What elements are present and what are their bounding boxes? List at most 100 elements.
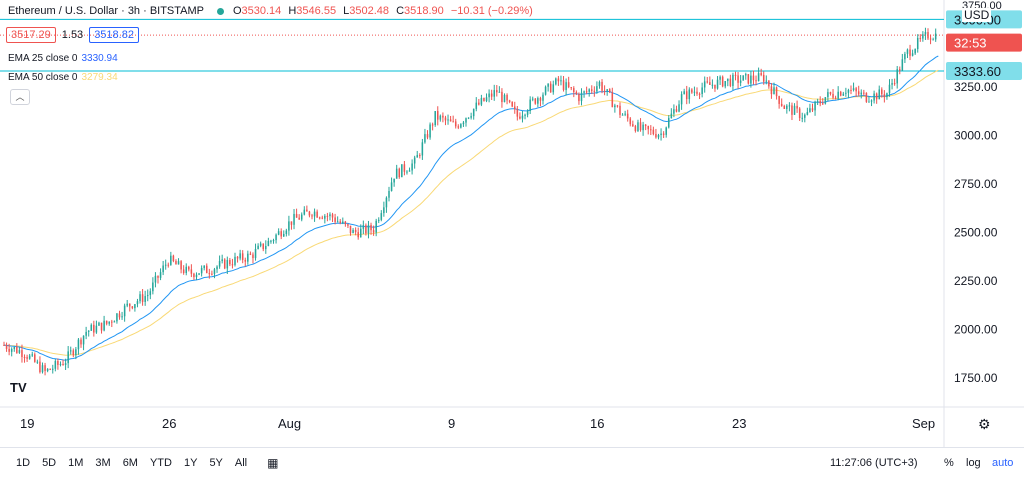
candle-body	[167, 264, 170, 266]
range-button-3m[interactable]: 3M	[95, 457, 111, 469]
candle-body	[139, 294, 141, 302]
log-toggle[interactable]: log	[966, 457, 981, 469]
gear-icon[interactable]: ⚙	[978, 416, 991, 432]
candle-body	[775, 87, 778, 97]
candle-body	[18, 350, 21, 353]
candle-body	[821, 103, 824, 105]
tradingview-logo-icon[interactable]: TV	[10, 380, 27, 395]
candle-body	[868, 101, 870, 103]
candle-body	[744, 74, 747, 76]
price-chart[interactable]: 3250.00 3000.00 2750.00 2500.00 2250.00 2000.…	[0, 0, 1024, 447]
candle-body	[354, 229, 357, 233]
candle-body	[832, 93, 834, 98]
candle-body	[257, 245, 259, 250]
candle-body	[241, 253, 244, 260]
candle-body	[493, 90, 496, 97]
ema50-legend[interactable]: EMA 50 close 0 3279.34	[8, 72, 118, 83]
candle-body	[331, 214, 334, 218]
candle-body	[496, 90, 498, 93]
candle-body	[909, 49, 911, 56]
candle-body	[408, 170, 411, 172]
range-button-5d[interactable]: 5D	[42, 457, 57, 469]
candle-body	[82, 335, 85, 345]
candle-body	[914, 49, 916, 54]
symbol-title[interactable]: Ethereum / U.S. Dollar · 3h · BITSTAMP	[8, 5, 204, 17]
candle-body	[665, 127, 667, 135]
candle-body	[383, 207, 385, 214]
clock[interactable]: 11:27:06 (UTC+3)	[830, 457, 918, 469]
candle-body	[647, 125, 650, 130]
candle-body	[711, 84, 714, 86]
candle-body	[606, 89, 608, 91]
candle-body	[247, 253, 249, 262]
candle-body	[36, 361, 39, 363]
candle-body	[226, 260, 229, 269]
candle-body	[16, 347, 18, 353]
candle-body	[23, 356, 26, 358]
candle-body	[629, 118, 632, 125]
candle-body	[786, 105, 788, 109]
price-tick-label: 1750.00	[954, 371, 998, 385]
auto-toggle[interactable]: auto	[992, 457, 1014, 469]
candle-body	[195, 274, 198, 278]
candle-body	[911, 53, 914, 56]
ema25-legend[interactable]: EMA 25 close 0 3330.94	[8, 53, 118, 64]
candle-body	[616, 105, 619, 107]
candle-body	[375, 220, 377, 233]
range-button-1m[interactable]: 1M	[68, 457, 84, 469]
currency-selector[interactable]: USD	[962, 8, 992, 22]
candle-body	[131, 306, 134, 309]
buy-button[interactable]: 3518.82	[89, 27, 139, 43]
time-tick-label: 9	[448, 416, 455, 431]
candle-body	[313, 211, 316, 217]
candle-body	[352, 229, 354, 234]
candle-body	[537, 98, 539, 104]
candle-body	[798, 108, 801, 119]
candle-body	[211, 273, 213, 275]
candle-body	[719, 76, 721, 80]
candle-body	[5, 345, 8, 349]
candle-body	[436, 111, 439, 120]
candle-body	[67, 351, 69, 364]
candle-body	[639, 122, 642, 131]
candle-body	[770, 86, 773, 95]
candle-body	[362, 225, 365, 229]
candle-body	[159, 272, 162, 278]
candle-body	[675, 109, 678, 112]
candle-body	[175, 261, 177, 265]
collapse-legend-button[interactable]: ︿	[10, 89, 30, 105]
sell-button[interactable]: 3517.29	[6, 27, 56, 43]
range-button-1y[interactable]: 1Y	[183, 457, 198, 469]
candle-body	[342, 221, 344, 223]
calendar-icon[interactable]: ▦	[267, 456, 279, 470]
candle-body	[575, 92, 578, 95]
price-tick-label: 2000.00	[954, 322, 998, 336]
candle-body	[452, 121, 454, 123]
candle-body	[632, 124, 634, 127]
candle-body	[829, 92, 832, 94]
range-button-5y[interactable]: 5Y	[209, 457, 223, 469]
level-tag-3333	[946, 62, 1022, 81]
symbol-legend: Ethereum / U.S. Dollar · 3h · BITSTAMP O…	[8, 5, 537, 17]
candle-body	[398, 168, 401, 178]
range-button-1d[interactable]: 1D	[16, 457, 31, 469]
candle-body	[768, 80, 770, 87]
candle-body	[724, 81, 727, 87]
candle-body	[531, 98, 534, 100]
candle-body	[457, 126, 460, 128]
candle-body	[298, 217, 300, 220]
candle-body	[336, 221, 339, 223]
range-button-6m[interactable]: 6M	[122, 457, 138, 469]
candle-body	[447, 119, 449, 121]
candle-body	[411, 163, 413, 171]
range-button-all[interactable]: All	[234, 457, 248, 469]
candle-body	[519, 116, 521, 119]
candle-body	[449, 119, 452, 122]
candle-body	[634, 126, 637, 131]
candle-body	[762, 74, 765, 82]
candle-body	[578, 94, 580, 102]
range-button-ytd[interactable]: YTD	[149, 457, 172, 469]
candle-body	[54, 361, 57, 369]
percent-toggle[interactable]: %	[944, 457, 954, 469]
